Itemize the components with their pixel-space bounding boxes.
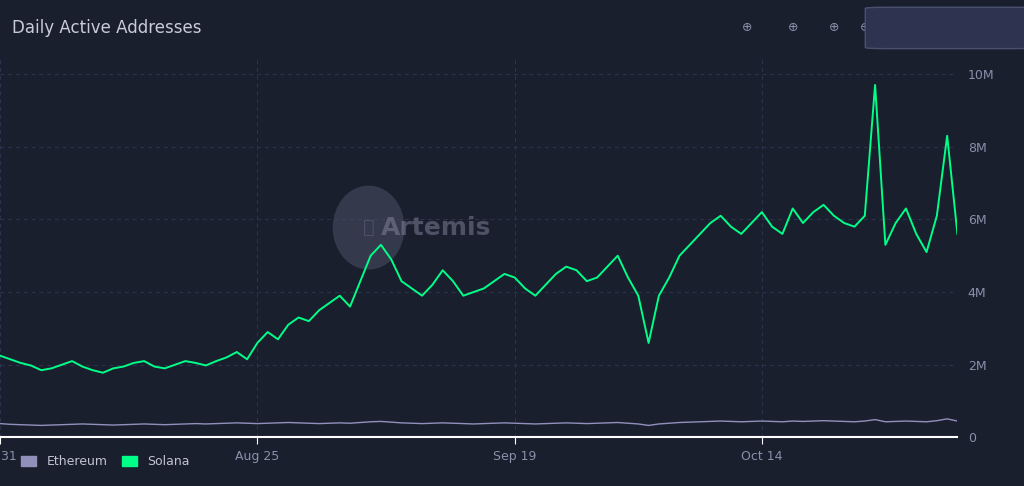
Text: ⊕: ⊕	[860, 21, 870, 35]
Ellipse shape	[333, 186, 404, 270]
Text: ⊕: ⊕	[829, 21, 840, 35]
FancyBboxPatch shape	[865, 7, 1024, 49]
Legend: Ethereum, Solana: Ethereum, Solana	[16, 450, 195, 473]
Text: ⊕: ⊕	[742, 21, 753, 35]
Text: ⊕: ⊕	[788, 21, 799, 35]
Text: Artemis: Artemis	[381, 216, 490, 240]
Text: Customize Chart  >: Customize Chart >	[895, 23, 1005, 33]
Text: ⬛: ⬛	[362, 218, 375, 237]
Text: Daily Active Addresses: Daily Active Addresses	[12, 19, 202, 37]
